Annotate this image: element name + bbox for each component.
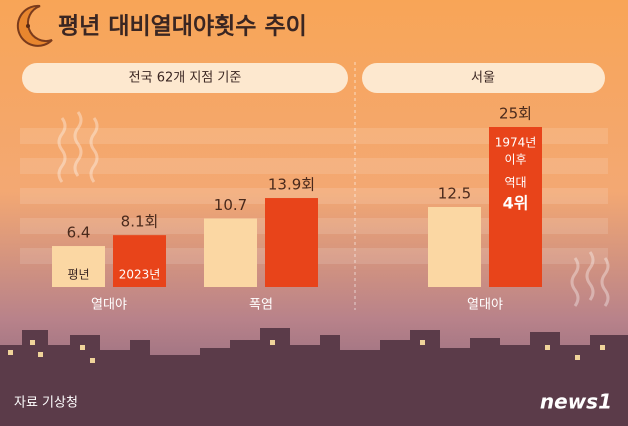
category-label: 열대야 xyxy=(467,298,503,313)
panel-subtitle: 전국 62개 지점 기준 xyxy=(129,71,242,86)
annotation: 1974년 xyxy=(495,136,537,150)
series-label: 2023년 xyxy=(119,268,161,282)
bar xyxy=(265,198,318,287)
panel-subtitle: 서울 xyxy=(471,71,495,86)
bar xyxy=(52,246,105,287)
value-label: 13.9회 xyxy=(268,176,315,194)
value-label: 6.4 xyxy=(67,224,91,242)
category-label: 폭염 xyxy=(249,298,273,313)
subtitle-pill xyxy=(22,63,348,93)
bar xyxy=(489,127,542,287)
value-label: 25회 xyxy=(499,105,532,123)
annotation: 역대 xyxy=(504,176,526,190)
value-label: 10.7 xyxy=(214,196,247,214)
city-skyline xyxy=(0,328,628,426)
bar xyxy=(204,218,257,287)
windows xyxy=(8,340,605,363)
subtitle-pill xyxy=(362,63,605,93)
annotation: 4위 xyxy=(503,194,529,213)
value-label: 8.1회 xyxy=(121,213,159,231)
source: 자료 기상청 xyxy=(14,396,78,411)
heat-waves xyxy=(57,111,610,307)
bar xyxy=(113,235,166,287)
title: 평년 대비열대야횟수 추이 xyxy=(58,14,307,40)
series-label: 평년 xyxy=(67,268,89,282)
bar xyxy=(428,207,481,287)
annotation: 이후 xyxy=(504,153,526,167)
value-label: 12.5 xyxy=(438,185,471,203)
moon-icon xyxy=(16,4,53,47)
logo: news1 xyxy=(540,390,612,414)
category-label: 열대야 xyxy=(91,298,127,313)
